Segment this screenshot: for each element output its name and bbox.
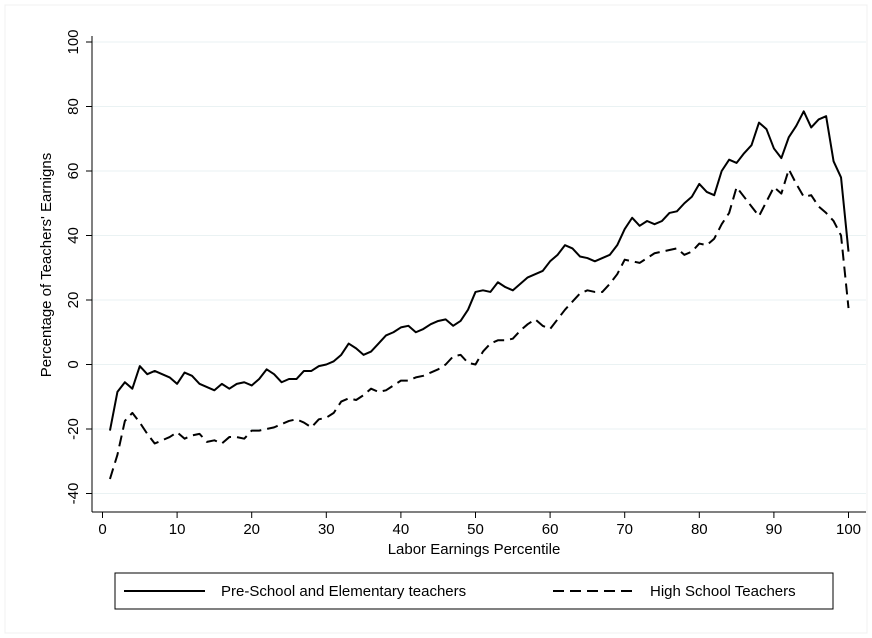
x-tick-label: 80 [691, 521, 708, 538]
x-tick-label: 40 [393, 521, 410, 538]
legend-label-series-2: High School Teachers [650, 583, 796, 600]
y-tick-label: 20 [65, 292, 82, 309]
legend-label-series-1: Pre-School and Elementary teachers [221, 583, 466, 600]
y-tick-label: 80 [65, 98, 82, 115]
y-tick-label: 0 [65, 360, 82, 368]
x-tick-label: 90 [766, 521, 783, 538]
axes: -40 -20 0 20 40 60 80 100 0 10 20 30 40 50 60 70 80 90 100 [65, 29, 866, 538]
series-group [108, 110, 850, 480]
x-axis-title: Labor Earnings Percentile [388, 541, 561, 558]
y-tick-label: 40 [65, 227, 82, 244]
gridlines [92, 41, 866, 494]
x-tick-label: 50 [467, 521, 484, 538]
chart-outer-border [4, 4, 868, 634]
series-line-1 [108, 110, 850, 431]
x-tick-label: 30 [318, 521, 335, 538]
y-tick-label: 60 [65, 163, 82, 180]
x-tick-label: 60 [542, 521, 559, 538]
y-tick-label: 100 [65, 29, 82, 54]
y-axis-title: Percentage of Teachers' Earnigns [38, 153, 55, 377]
x-tick-label: 20 [243, 521, 260, 538]
x-tick-label: 0 [98, 521, 106, 538]
y-tick-label: -40 [65, 483, 82, 505]
x-tick-label: 10 [169, 521, 186, 538]
x-tick-label: 70 [616, 521, 633, 538]
x-tick-label: 100 [836, 521, 861, 538]
legend-box [114, 572, 834, 610]
legend: Pre-School and Elementary teachers High … [114, 572, 834, 610]
y-tick-label: -20 [65, 418, 82, 440]
